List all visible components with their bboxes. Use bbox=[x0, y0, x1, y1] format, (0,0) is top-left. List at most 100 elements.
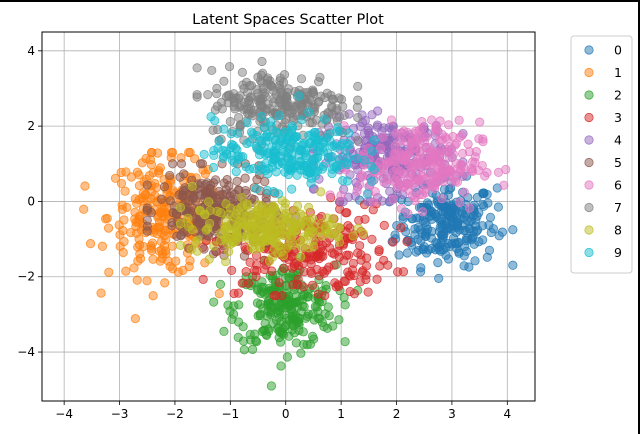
x-tick-label: 1 bbox=[337, 407, 345, 421]
data-point bbox=[260, 177, 270, 187]
data-point bbox=[326, 90, 336, 100]
data-point bbox=[344, 270, 354, 280]
data-point bbox=[148, 291, 158, 301]
data-point bbox=[410, 196, 420, 206]
data-point bbox=[321, 133, 332, 143]
legend-marker-2 bbox=[584, 90, 594, 100]
data-point bbox=[321, 280, 331, 291]
data-point bbox=[327, 151, 337, 162]
data-point bbox=[478, 188, 488, 198]
data-point bbox=[436, 246, 446, 256]
legend-label-7: 7 bbox=[614, 200, 622, 215]
data-point bbox=[212, 83, 222, 93]
data-point bbox=[419, 185, 430, 195]
data-point bbox=[353, 81, 363, 91]
data-point bbox=[301, 313, 311, 323]
data-point bbox=[175, 240, 186, 250]
data-point bbox=[262, 207, 273, 217]
data-point bbox=[155, 256, 165, 266]
data-point bbox=[298, 339, 309, 349]
data-point bbox=[455, 197, 465, 208]
data-point bbox=[257, 56, 267, 67]
data-point bbox=[451, 138, 461, 149]
data-point bbox=[186, 244, 196, 255]
data-point bbox=[468, 226, 479, 236]
data-point bbox=[133, 217, 143, 227]
data-point bbox=[377, 196, 387, 206]
data-point bbox=[279, 310, 289, 320]
data-point bbox=[110, 173, 121, 183]
data-point bbox=[306, 268, 317, 278]
data-point bbox=[418, 207, 428, 217]
data-point bbox=[355, 241, 365, 251]
data-point bbox=[362, 189, 372, 199]
data-point bbox=[242, 138, 252, 149]
data-point bbox=[381, 159, 391, 170]
legend-marker-3 bbox=[584, 112, 594, 123]
data-point bbox=[270, 135, 280, 145]
data-point bbox=[224, 61, 235, 72]
data-point bbox=[400, 153, 411, 163]
data-point bbox=[463, 139, 473, 149]
data-point bbox=[129, 263, 139, 273]
data-point bbox=[328, 321, 338, 331]
data-point bbox=[214, 186, 224, 196]
data-point bbox=[437, 135, 447, 145]
data-point bbox=[445, 205, 455, 216]
data-point bbox=[462, 215, 472, 225]
data-point bbox=[138, 242, 149, 252]
data-point bbox=[486, 227, 496, 238]
data-point bbox=[165, 261, 175, 272]
data-point bbox=[257, 112, 267, 122]
data-point bbox=[239, 345, 249, 355]
data-point bbox=[220, 224, 230, 234]
data-point bbox=[219, 178, 229, 188]
data-point bbox=[293, 201, 303, 211]
data-point bbox=[274, 277, 284, 288]
data-point bbox=[358, 172, 368, 182]
data-point bbox=[468, 157, 478, 167]
data-point bbox=[200, 169, 210, 179]
data-point bbox=[434, 273, 444, 283]
data-point bbox=[310, 153, 320, 163]
data-point bbox=[187, 181, 197, 191]
data-point bbox=[219, 326, 229, 336]
data-point bbox=[296, 145, 306, 156]
data-point bbox=[269, 290, 279, 301]
data-point bbox=[311, 134, 321, 144]
data-point bbox=[239, 97, 249, 108]
data-point bbox=[278, 250, 289, 261]
legend-marker-5 bbox=[584, 157, 594, 168]
data-point bbox=[203, 223, 213, 234]
data-point bbox=[167, 147, 178, 158]
data-point bbox=[237, 201, 248, 211]
data-point bbox=[354, 215, 364, 226]
data-point bbox=[369, 135, 379, 145]
data-point bbox=[287, 226, 297, 236]
legend-marker-4 bbox=[584, 135, 594, 145]
data-point bbox=[219, 124, 229, 134]
legend-label-0: 0 bbox=[614, 43, 622, 58]
data-point bbox=[282, 352, 292, 362]
data-point bbox=[402, 248, 412, 258]
data-point bbox=[307, 118, 317, 128]
y-tick-label: −4 bbox=[17, 345, 35, 359]
data-point bbox=[470, 256, 480, 266]
data-point bbox=[353, 95, 363, 105]
data-point bbox=[255, 150, 265, 160]
data-point bbox=[266, 381, 277, 391]
data-point bbox=[369, 197, 379, 207]
data-point bbox=[232, 227, 242, 237]
data-point bbox=[250, 235, 260, 246]
data-point bbox=[184, 222, 194, 232]
data-point bbox=[281, 91, 291, 102]
data-point bbox=[482, 168, 492, 178]
x-tick-label: 4 bbox=[503, 407, 511, 421]
data-point bbox=[237, 67, 248, 77]
data-point bbox=[386, 115, 397, 125]
x-tick-label: 3 bbox=[448, 407, 456, 421]
data-point bbox=[233, 128, 243, 138]
data-point bbox=[142, 180, 152, 190]
data-point bbox=[241, 210, 251, 220]
